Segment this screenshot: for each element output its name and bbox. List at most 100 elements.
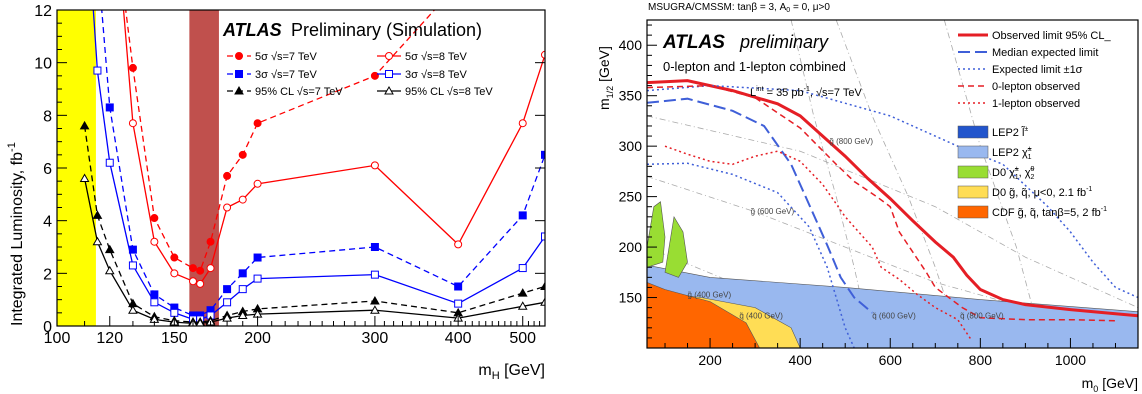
series-3-point-10 [238, 285, 247, 294]
y-tick-label-6: 12 [34, 3, 52, 20]
region-cdf [647, 282, 760, 348]
series-0-point-9 [253, 119, 262, 128]
series-3-point-2 [105, 158, 114, 167]
series-5-point-14 [517, 301, 528, 310]
x-tick-label-3: 200 [244, 330, 271, 347]
r-legend-label-0: Observed limit 95% CL_ [992, 30, 1111, 42]
r-legend-label-3: 0-lepton observed [992, 81, 1080, 93]
shaded-region-1 [189, 10, 219, 326]
region-d0-gaugino-2 [664, 215, 688, 278]
series-2-point-9 [238, 269, 247, 278]
rx-tick-label-1: 400 [788, 352, 812, 368]
mass-contour-4 [835, 20, 963, 348]
mass-contour-1 [647, 176, 1026, 308]
lumi-label: Lint = 35 pb-1, √s=7 TeV [750, 86, 863, 99]
r-legend-box-1 [957, 145, 989, 159]
limit-line-3 [647, 162, 855, 348]
right-title-suffix: preliminary [739, 32, 829, 52]
series-1-point-2 [150, 237, 159, 246]
series-1-point-9 [253, 179, 262, 188]
series-4-point-15 [540, 281, 545, 290]
series-3-point-14 [518, 264, 527, 273]
x-tick-label-6: 500 [509, 330, 536, 347]
limit-line-4 [647, 84, 1116, 322]
mass-contour-0 [647, 115, 1138, 308]
limit-line-1 [647, 97, 873, 314]
series-0-point-3 [170, 253, 179, 262]
series-5-point-2 [104, 265, 115, 275]
r-legend-box-3 [957, 185, 989, 199]
y-tick-label-0: 0 [43, 319, 52, 336]
r-legend-label-1: Median expected limit [992, 47, 1098, 59]
ry-tick-label-1: 200 [619, 239, 643, 255]
r-legend-box-label-0: LEP2 l̃± [992, 126, 1028, 139]
series-4-point-14 [517, 288, 528, 297]
series-5-point-3 [128, 305, 138, 314]
series-1-point-13 [541, 50, 545, 59]
series-3-point-13 [454, 299, 463, 308]
series-1-point-7 [223, 203, 232, 212]
right-title: ATLAS [662, 32, 725, 53]
series-2-point-1 [105, 103, 114, 112]
y-tick-label-5: 10 [34, 56, 52, 73]
x-axis-label: mH [GeV] [478, 362, 545, 382]
series-4-point-0 [79, 120, 90, 130]
series-1-point-8 [238, 195, 247, 204]
series-2-point-8 [223, 285, 232, 294]
series-4-point-1 [92, 210, 103, 219]
r-legend-box-2 [957, 165, 989, 179]
x-tick-label-1: 120 [96, 330, 123, 347]
series-4-point-2 [104, 244, 115, 254]
series-0-point-10 [370, 71, 379, 80]
series-3-point-1 [93, 66, 102, 75]
series-1-point-1 [128, 119, 137, 128]
series-line-2 [101, 10, 545, 317]
series-0-point-6 [206, 237, 215, 246]
contour-label-5: q̃ (800 GeV) [960, 312, 1004, 321]
r-legend-box-label-4: CDF g̃, q̃, tanβ=5, 2 fb-1 [992, 206, 1107, 219]
legend-label-1: 5σ √s=8 TeV [405, 51, 468, 63]
legend-label-2: 3σ √s=7 TeV [255, 69, 318, 81]
series-5-point-10 [237, 310, 248, 319]
y-tick-label-3: 6 [43, 161, 52, 178]
legend-label-0: 5σ √s=7 TeV [255, 51, 318, 63]
legend-label-4: 95% CL √s=7 TeV [255, 86, 343, 98]
series-5-point-15 [540, 297, 545, 306]
region-d0-gaugino [647, 201, 666, 268]
x-tick-label-0: 100 [44, 330, 71, 347]
ry-tick-label-2: 250 [619, 189, 643, 205]
r-legend-box-0 [957, 125, 989, 139]
y-tick-label-1: 2 [43, 266, 52, 283]
series-5-point-12 [370, 305, 380, 314]
contour-label-1: g̃ (600 GeV) [750, 207, 794, 216]
ry-axis-label: m1/2 [GeV] [596, 46, 615, 110]
series-3-point-11 [253, 274, 262, 283]
rx-tick-label-2: 600 [879, 352, 903, 368]
ry-tick-label-4: 350 [619, 88, 643, 104]
series-1-point-11 [454, 240, 463, 249]
x-tick-label-2: 150 [161, 330, 188, 347]
series-3-point-12 [370, 270, 379, 279]
r-legend-box-label-2: D0 χ̃± 1, χ̃0 2 [992, 166, 1035, 181]
series-3-point-9 [223, 298, 232, 307]
series-2-point-3 [150, 290, 159, 299]
limit-line-0 [647, 79, 1138, 318]
series-2-point-10 [253, 253, 262, 262]
right-subtitle: 0-lepton and 1-lepton combined [663, 59, 846, 74]
contour-label-2: g̃ (400 GeV) [687, 291, 731, 300]
rx-tick-label-3: 800 [969, 352, 993, 368]
legend-marker-2 [235, 70, 243, 78]
series-1-point-10 [370, 161, 379, 170]
series-3-point-3 [128, 261, 137, 270]
ry-tick-label-0: 150 [619, 290, 643, 306]
series-line-4 [83, 125, 545, 323]
series-0-point-1 [128, 63, 137, 72]
series-0-point-2 [150, 214, 159, 223]
legend-marker-4 [234, 85, 244, 95]
r-legend-box-label-3: D0 g̃, q̃, μ<0, 2.1 fb-1 [992, 186, 1092, 199]
series-0-point-5 [196, 266, 205, 275]
series-2-point-11 [370, 243, 379, 251]
series-0-point-7 [223, 171, 232, 180]
series-2-point-12 [454, 282, 463, 291]
rx-tick-label-0: 200 [698, 352, 722, 368]
